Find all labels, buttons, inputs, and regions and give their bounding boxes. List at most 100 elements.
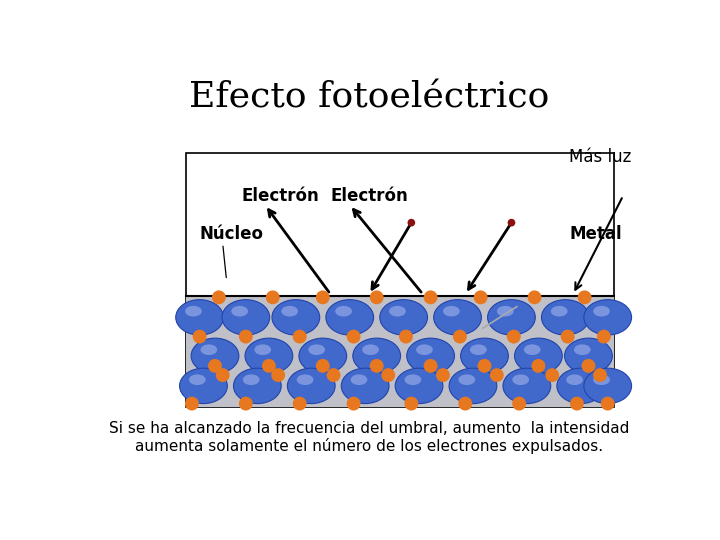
- Ellipse shape: [179, 368, 228, 403]
- Ellipse shape: [443, 306, 460, 316]
- Ellipse shape: [353, 338, 400, 374]
- Ellipse shape: [336, 306, 352, 316]
- Ellipse shape: [515, 338, 562, 374]
- Circle shape: [346, 330, 361, 343]
- Circle shape: [512, 397, 526, 410]
- Ellipse shape: [593, 306, 610, 316]
- Circle shape: [453, 330, 467, 343]
- Circle shape: [423, 291, 438, 304]
- Circle shape: [477, 359, 492, 373]
- Circle shape: [399, 330, 413, 343]
- Circle shape: [423, 359, 438, 373]
- Text: aumenta solamente el número de los electrones expulsados.: aumenta solamente el número de los elect…: [135, 438, 603, 454]
- Circle shape: [316, 359, 330, 373]
- Circle shape: [508, 219, 516, 226]
- Circle shape: [212, 291, 226, 304]
- Ellipse shape: [566, 374, 583, 385]
- Text: Núcleo: Núcleo: [199, 225, 264, 243]
- Ellipse shape: [461, 338, 508, 374]
- Ellipse shape: [487, 300, 536, 335]
- Ellipse shape: [362, 345, 379, 355]
- Ellipse shape: [222, 300, 270, 335]
- Ellipse shape: [449, 368, 497, 403]
- Circle shape: [405, 397, 418, 410]
- Circle shape: [346, 397, 361, 410]
- Circle shape: [293, 397, 307, 410]
- Ellipse shape: [593, 374, 610, 385]
- Ellipse shape: [379, 300, 428, 335]
- Ellipse shape: [254, 345, 271, 355]
- Circle shape: [577, 291, 592, 304]
- Circle shape: [582, 359, 595, 373]
- Ellipse shape: [395, 368, 443, 403]
- Text: Si se ha alcanzado la frecuencia del umbral, aumento  la intensidad: Si se ha alcanzado la frecuencia del umb…: [109, 421, 629, 436]
- Circle shape: [593, 368, 607, 382]
- Ellipse shape: [351, 374, 367, 385]
- Ellipse shape: [189, 374, 206, 385]
- Ellipse shape: [513, 374, 529, 385]
- Circle shape: [459, 397, 472, 410]
- Ellipse shape: [497, 306, 513, 316]
- Circle shape: [436, 368, 450, 382]
- Ellipse shape: [185, 306, 202, 316]
- Ellipse shape: [584, 368, 631, 403]
- Ellipse shape: [503, 368, 551, 403]
- Circle shape: [271, 368, 285, 382]
- Ellipse shape: [243, 374, 259, 385]
- Ellipse shape: [459, 374, 475, 385]
- Text: Electrón: Electrón: [242, 187, 320, 205]
- Ellipse shape: [470, 345, 487, 355]
- Circle shape: [266, 291, 279, 304]
- Ellipse shape: [405, 374, 421, 385]
- Circle shape: [545, 368, 559, 382]
- Ellipse shape: [564, 338, 612, 374]
- Circle shape: [239, 397, 253, 410]
- Bar: [186, 153, 614, 408]
- Circle shape: [216, 368, 230, 382]
- Ellipse shape: [297, 374, 313, 385]
- Ellipse shape: [551, 306, 567, 316]
- Ellipse shape: [524, 345, 541, 355]
- Circle shape: [570, 397, 584, 410]
- Ellipse shape: [407, 338, 454, 374]
- Circle shape: [561, 330, 575, 343]
- Ellipse shape: [272, 300, 320, 335]
- Ellipse shape: [584, 300, 631, 335]
- Ellipse shape: [557, 368, 605, 403]
- Ellipse shape: [176, 300, 223, 335]
- Ellipse shape: [282, 306, 298, 316]
- Ellipse shape: [191, 338, 239, 374]
- Ellipse shape: [574, 345, 590, 355]
- Ellipse shape: [433, 300, 482, 335]
- Circle shape: [474, 291, 487, 304]
- Circle shape: [327, 368, 341, 382]
- Circle shape: [597, 330, 611, 343]
- Text: Metal: Metal: [570, 225, 622, 243]
- Ellipse shape: [245, 338, 293, 374]
- Circle shape: [507, 330, 521, 343]
- Ellipse shape: [326, 300, 374, 335]
- Text: Efecto fotoeléctrico: Efecto fotoeléctrico: [189, 80, 549, 114]
- Ellipse shape: [231, 306, 248, 316]
- Ellipse shape: [233, 368, 282, 403]
- Circle shape: [531, 359, 545, 373]
- Ellipse shape: [308, 345, 325, 355]
- Ellipse shape: [416, 345, 433, 355]
- Circle shape: [528, 291, 541, 304]
- Ellipse shape: [389, 306, 406, 316]
- Ellipse shape: [341, 368, 389, 403]
- Circle shape: [490, 368, 504, 382]
- Ellipse shape: [299, 338, 346, 374]
- Ellipse shape: [287, 368, 335, 403]
- Circle shape: [382, 368, 395, 382]
- Circle shape: [370, 359, 384, 373]
- Text: Más luz: Más luz: [570, 148, 631, 166]
- Circle shape: [370, 291, 384, 304]
- Circle shape: [293, 330, 307, 343]
- Circle shape: [316, 291, 330, 304]
- Ellipse shape: [541, 300, 589, 335]
- Circle shape: [239, 330, 253, 343]
- Circle shape: [600, 397, 615, 410]
- Text: Electrón: Electrón: [330, 187, 408, 205]
- Circle shape: [262, 359, 276, 373]
